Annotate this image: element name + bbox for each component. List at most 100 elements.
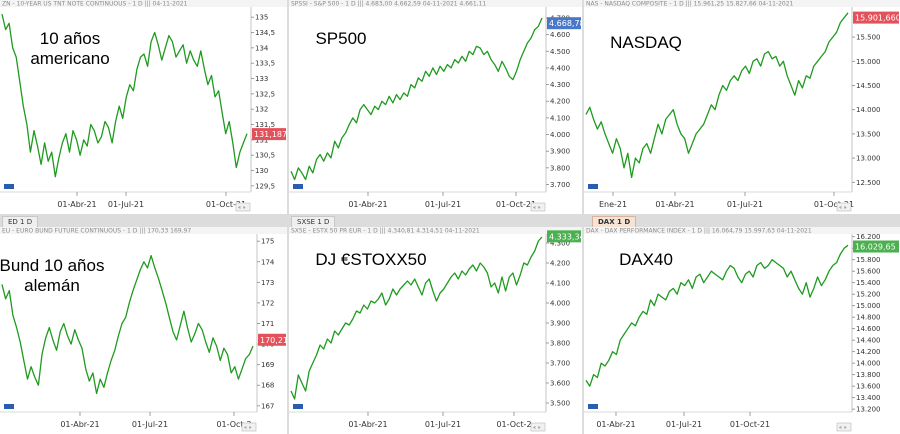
provider-logo bbox=[588, 184, 598, 189]
y-tick-label: 3.900 bbox=[550, 320, 570, 328]
y-tick-label: 14.600 bbox=[856, 325, 881, 333]
y-tick-label: 4.200 bbox=[550, 98, 570, 106]
y-tick-label: 171 bbox=[261, 320, 274, 328]
chart-title: 10 años americano bbox=[30, 29, 109, 68]
price-axis-bg bbox=[852, 7, 900, 214]
chart-panel-nasdaq[interactable]: NAS - NASDAQ COMPOSITE - 1 D ||| 15.961,… bbox=[584, 0, 900, 214]
y-tick-label: 13.800 bbox=[856, 371, 881, 379]
tab-sxse-1d[interactable]: SXSE 1 D bbox=[291, 216, 336, 227]
scroll-stepper[interactable] bbox=[241, 422, 257, 432]
chart-svg: EU - EURO BUND FUTURE CONTINUOUS - 1 D |… bbox=[0, 227, 287, 434]
chart-panel-sp500[interactable]: SPSSI - S&P 500 - 1 D ||| 4.683,00 4.662… bbox=[289, 0, 582, 214]
scroll-stepper-icon: « » bbox=[533, 205, 541, 211]
y-tick-label: 133,5 bbox=[255, 60, 275, 68]
last-value-label: 170,21 bbox=[260, 336, 287, 345]
y-tick-label: 4.300 bbox=[550, 240, 570, 248]
y-tick-label: 14.500 bbox=[856, 82, 881, 90]
y-tick-label: 13.400 bbox=[856, 394, 881, 402]
y-tick-label: 3.500 bbox=[550, 400, 570, 408]
x-tick-label: 01-Abr-21 bbox=[60, 420, 99, 429]
last-value-badge bbox=[547, 17, 581, 30]
x-tick-label: Ene-21 bbox=[599, 200, 627, 209]
x-tick-label: 01-Abr-21 bbox=[57, 200, 96, 209]
y-tick-label: 15.500 bbox=[856, 34, 881, 42]
chart-header-text: NAS - NASDAQ COMPOSITE - 1 D ||| 15.961,… bbox=[586, 1, 794, 8]
scroll-stepper[interactable] bbox=[235, 202, 251, 212]
y-tick-label: 3.700 bbox=[550, 181, 570, 189]
x-tick-label: 01-Abr-21 bbox=[596, 420, 635, 429]
y-tick-label: 12.500 bbox=[856, 179, 881, 187]
scroll-stepper[interactable] bbox=[530, 202, 546, 212]
y-tick-label: 13.600 bbox=[856, 383, 881, 391]
chart-header-strip bbox=[0, 227, 287, 234]
scroll-stepper[interactable] bbox=[836, 422, 852, 432]
y-tick-label: 134,5 bbox=[255, 29, 275, 37]
y-tick-label: 14.400 bbox=[856, 337, 881, 345]
chart-svg: ZN - 10-YEAR US TNT NOTE CONTINUOUS - 1 … bbox=[0, 0, 287, 214]
last-value-badge bbox=[853, 240, 899, 253]
price-axis-bg bbox=[852, 234, 900, 434]
x-tick-label: 01-Abr-21 bbox=[655, 200, 694, 209]
provider-logo bbox=[293, 404, 303, 409]
y-tick-label: 131,5 bbox=[255, 121, 275, 129]
y-tick-label: 132 bbox=[255, 106, 268, 114]
y-tick-label: 4.100 bbox=[550, 114, 570, 122]
tab-label: ED 1 D bbox=[8, 218, 33, 226]
y-tick-label: 4.000 bbox=[550, 300, 570, 308]
x-tick-label: 01-Jul-21 bbox=[108, 200, 144, 209]
chart-svg: DAX - DAX PERFORMANCE INDEX - 1 D ||| 16… bbox=[584, 227, 900, 434]
x-tick-label: 01-Abr-21 bbox=[348, 200, 387, 209]
y-tick-label: 4.300 bbox=[550, 81, 570, 89]
last-value-badge bbox=[547, 230, 581, 243]
scroll-stepper-icon: « » bbox=[839, 205, 847, 211]
y-tick-label: 3.600 bbox=[550, 380, 570, 388]
series-line bbox=[290, 17, 543, 181]
y-tick-label: 4.100 bbox=[550, 280, 570, 288]
x-tick-label: 01-Oct-2 bbox=[496, 420, 531, 429]
y-tick-label: 132,5 bbox=[255, 90, 275, 98]
chart-header-text: SPSSI - S&P 500 - 1 D ||| 4.683,00 4.662… bbox=[291, 1, 486, 8]
last-value-label: 4.668,78 bbox=[549, 19, 582, 28]
price-axis-bg bbox=[546, 7, 582, 214]
x-tick-label: 01-Oct-21 bbox=[730, 420, 770, 429]
series-line bbox=[1, 13, 248, 178]
y-tick-label: 3.700 bbox=[550, 360, 570, 368]
y-tick-label: 129,5 bbox=[255, 182, 275, 190]
y-tick-label: 168 bbox=[261, 382, 274, 390]
last-value-badge bbox=[258, 333, 286, 346]
chart-panel-stoxx50[interactable]: SX5E - ESTX 50 PR EUR - 1 D ||| 4.340,81… bbox=[289, 227, 582, 434]
y-tick-label: 15.800 bbox=[856, 256, 881, 264]
scroll-stepper-icon: « » bbox=[839, 425, 847, 431]
y-tick-label: 173 bbox=[261, 279, 274, 287]
y-tick-label: 174 bbox=[261, 258, 275, 266]
x-tick-label: 01-Jul-21 bbox=[132, 420, 168, 429]
x-tick-label: 01-Oct-21 bbox=[206, 200, 246, 209]
chart-panel-us10y[interactable]: ZN - 10-YEAR US TNT NOTE CONTINUOUS - 1 … bbox=[0, 0, 287, 214]
tab-ed-1d[interactable]: ED 1 D bbox=[2, 216, 39, 227]
chart-panel-bund[interactable]: EU - EURO BUND FUTURE CONTINUOUS - 1 D |… bbox=[0, 227, 287, 434]
x-tick-label: 01-Jul-21 bbox=[666, 420, 702, 429]
y-tick-label: 169 bbox=[261, 361, 274, 369]
price-axis-bg bbox=[546, 234, 582, 434]
x-tick-label: 01-Jul-21 bbox=[425, 200, 461, 209]
chart-header-strip bbox=[584, 227, 900, 234]
chart-title: Bund 10 años alemán bbox=[0, 256, 104, 295]
y-tick-label: 4.400 bbox=[550, 64, 570, 72]
y-tick-label: 15.000 bbox=[856, 58, 881, 66]
chart-header-strip bbox=[289, 227, 582, 234]
chart-title: DJ €STOXX50 bbox=[315, 250, 426, 269]
tab-dax-1d[interactable]: DAX 1 D bbox=[592, 216, 637, 227]
tab-label: DAX 1 D bbox=[598, 218, 631, 226]
provider-logo bbox=[588, 404, 598, 409]
series-line bbox=[290, 236, 543, 400]
series-line bbox=[585, 244, 849, 387]
provider-logo bbox=[4, 404, 14, 409]
y-tick-label: 16.200 bbox=[856, 233, 881, 241]
scroll-stepper-icon: « » bbox=[238, 205, 246, 211]
y-tick-label: 167 bbox=[261, 402, 274, 410]
chart-header-strip bbox=[584, 0, 900, 7]
chart-panel-dax40[interactable]: DAX - DAX PERFORMANCE INDEX - 1 D ||| 16… bbox=[584, 227, 900, 434]
scroll-stepper[interactable] bbox=[530, 422, 546, 432]
scroll-stepper[interactable] bbox=[836, 202, 852, 212]
chart-header-text: SX5E - ESTX 50 PR EUR - 1 D ||| 4.340,81… bbox=[291, 228, 480, 235]
